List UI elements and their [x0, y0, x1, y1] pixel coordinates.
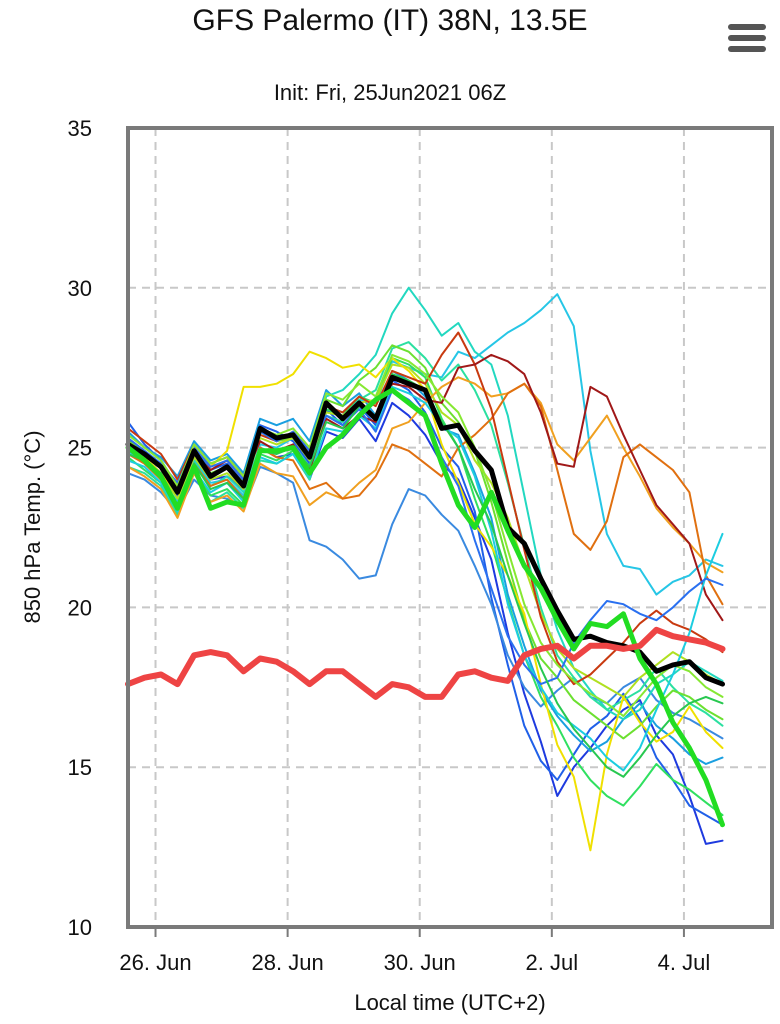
grid-lines: [128, 128, 772, 937]
series-line-member: [127, 382, 724, 606]
series-line-member: [127, 350, 724, 852]
series-line-member: [127, 401, 724, 845]
series-lines: [125, 286, 726, 852]
menu-bar: [728, 24, 766, 30]
y-tick-label: 20: [68, 595, 92, 620]
y-tick-label: 15: [68, 755, 92, 780]
x-axis-title: Local time (UTC+2): [354, 990, 545, 1015]
x-tick-label: 28. Jun: [252, 950, 324, 975]
x-tick-labels: 26. Jun 28. Jun 30. Jun 2. Jul 4. Jul: [119, 950, 710, 975]
series-line-member: [127, 353, 724, 718]
plot-frame: [126, 126, 774, 929]
y-tick-labels: 10 15 20 25 30 35: [68, 116, 92, 940]
x-tick-label: 4. Jul: [658, 950, 711, 975]
chart-title: GFS Palermo (IT) 38N, 13.5E: [192, 4, 588, 37]
series-line-main: [125, 374, 725, 687]
y-tick-label: 30: [68, 276, 92, 301]
x-tick-label: 2. Jul: [526, 950, 579, 975]
series-line-control: [125, 387, 725, 828]
series-line-member: [127, 379, 724, 826]
series-line-climatology: [125, 626, 726, 700]
y-tick-label: 25: [68, 436, 92, 461]
hamburger-menu-icon[interactable]: [728, 24, 766, 56]
menu-bar: [728, 35, 766, 41]
series-line-member: [127, 293, 724, 596]
x-tick-label: 30. Jun: [384, 950, 456, 975]
chart-subtitle: Init: Fri, 25Jun2021 06Z: [273, 80, 507, 105]
y-tick-label: 35: [68, 116, 92, 141]
series-line-member: [127, 357, 724, 817]
y-axis-title: 850 hPa Temp. (°C): [20, 430, 45, 623]
series-line-member: [127, 286, 724, 721]
series-line-member: [127, 465, 724, 740]
x-tick-label: 26. Jun: [119, 950, 191, 975]
y-tick-label: 10: [68, 915, 92, 940]
menu-bar: [728, 46, 766, 52]
